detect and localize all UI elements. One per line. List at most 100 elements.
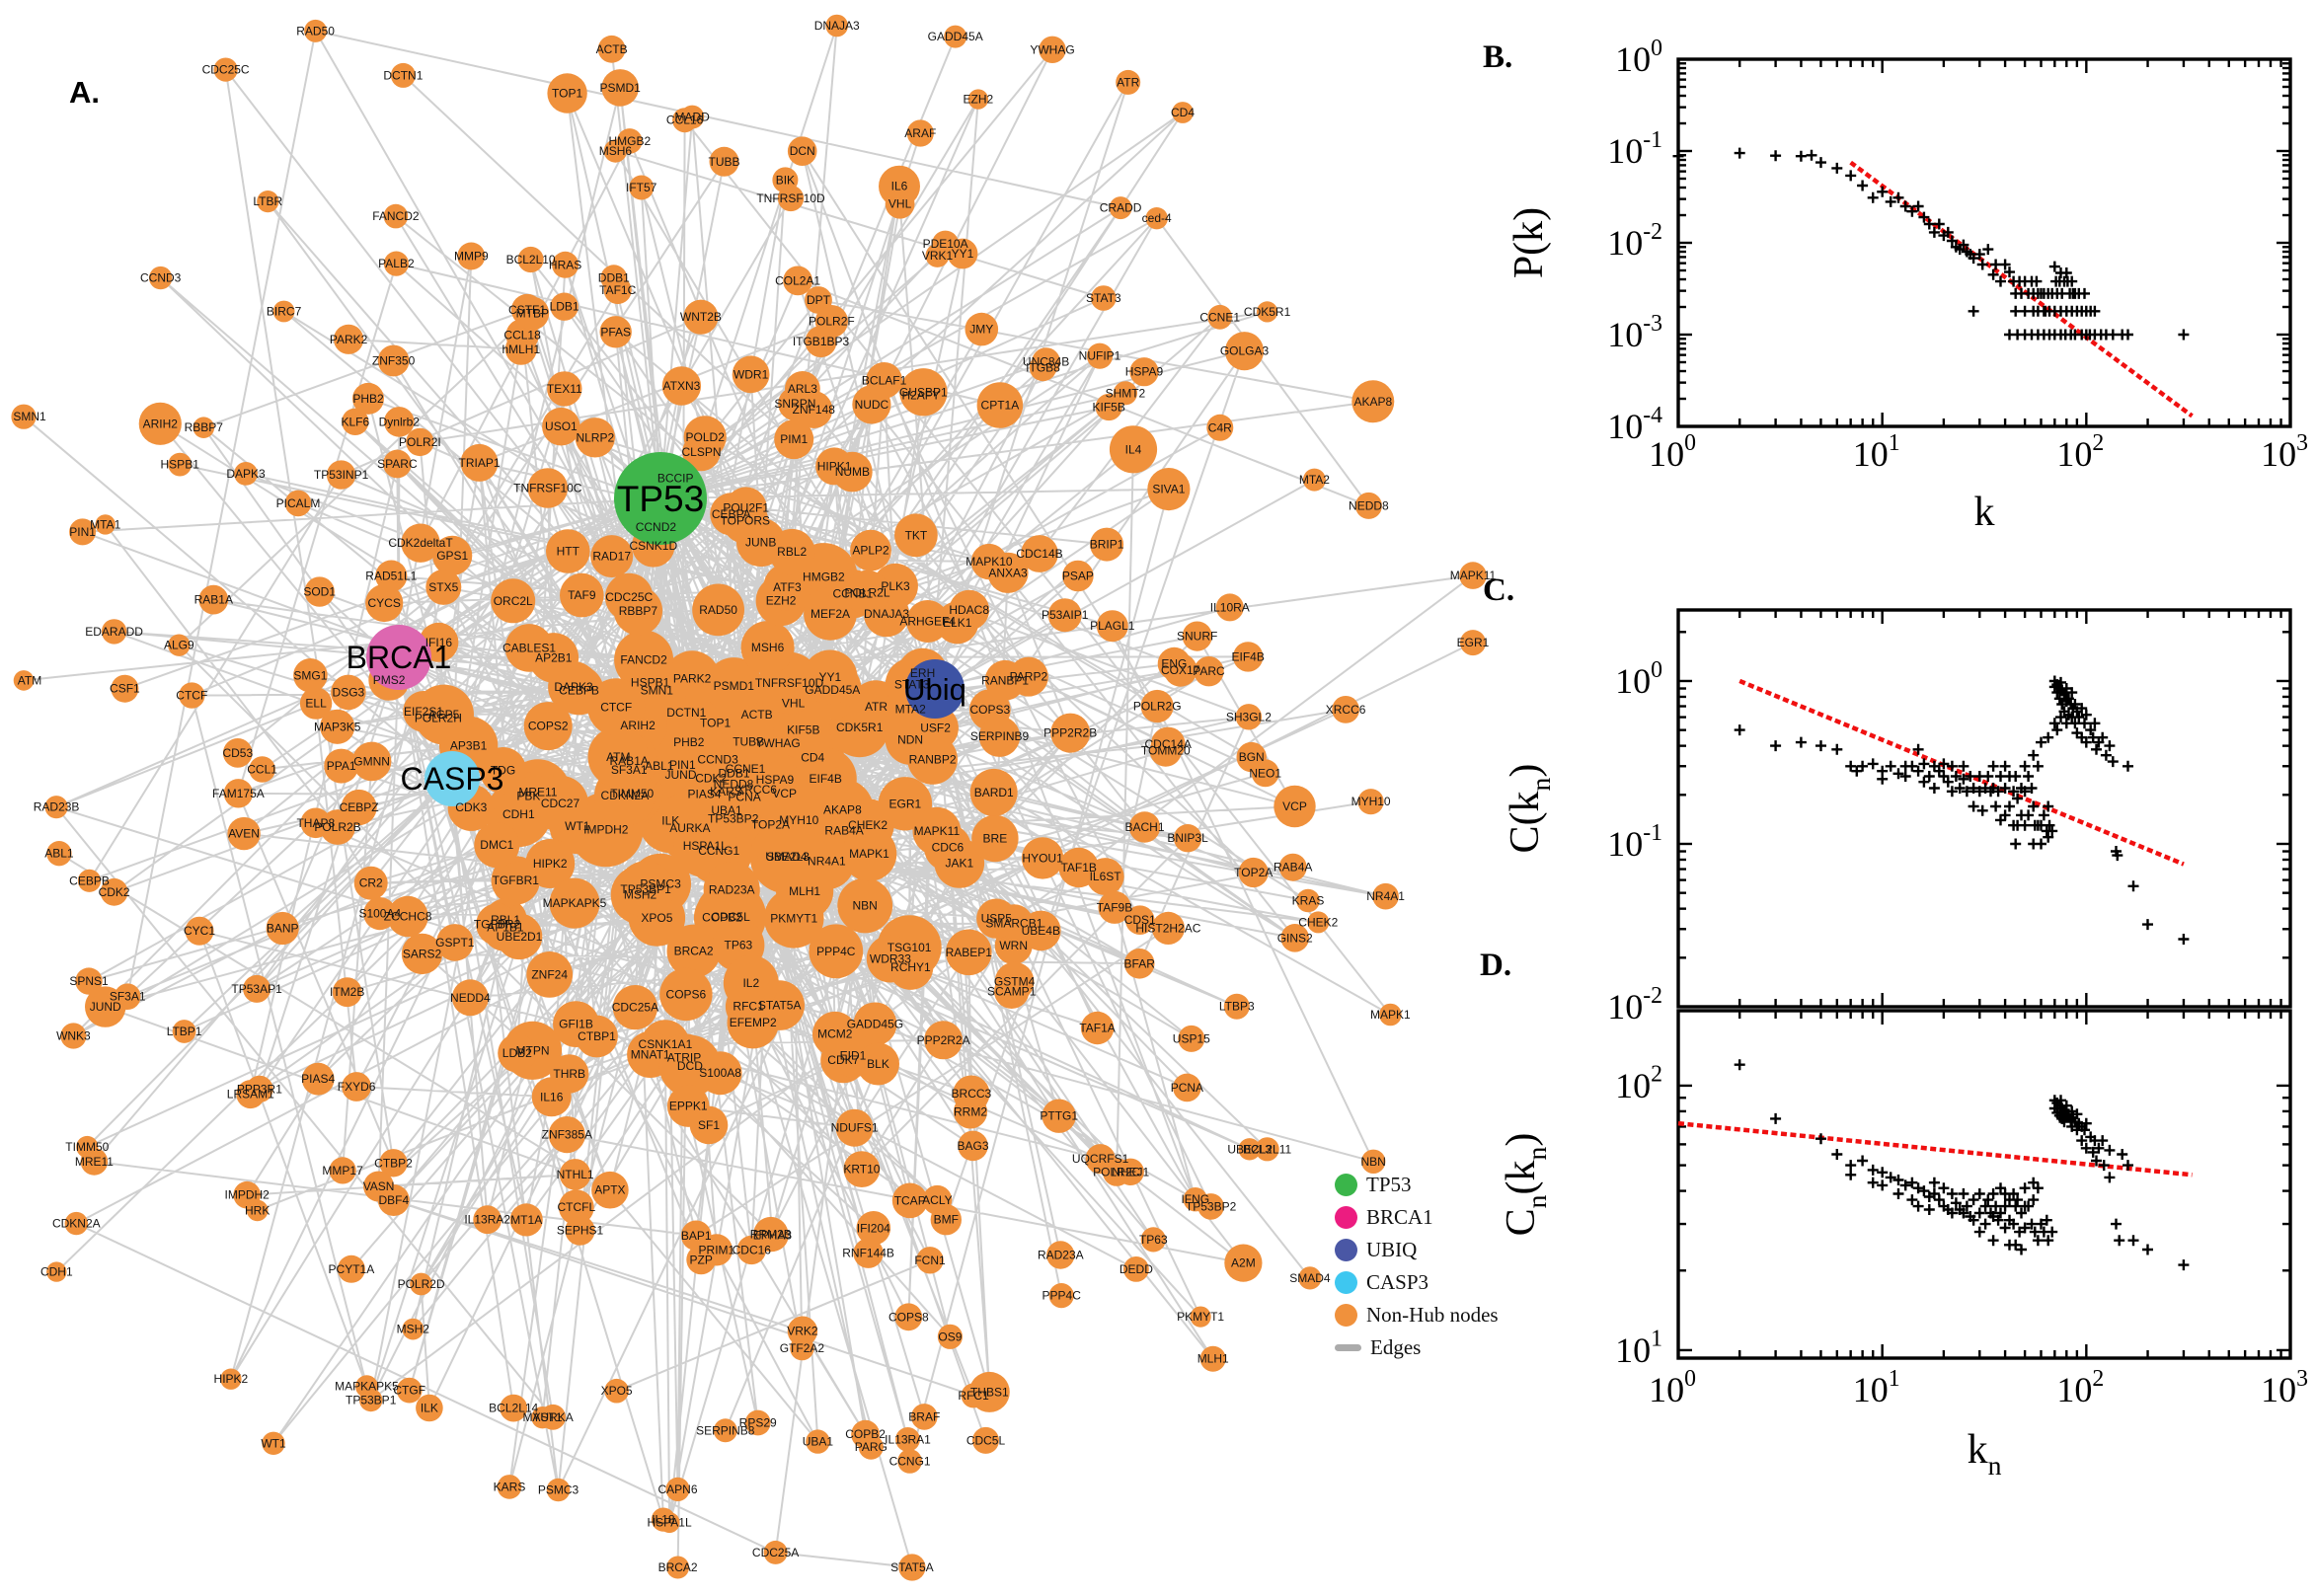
node-label: THAP8 [296,816,335,830]
node-label: RABEP1 [946,946,993,959]
node-label: CD4 [801,751,824,765]
node-label: NUFIP1 [1079,349,1121,363]
node-label: ARL3 [788,382,817,396]
non-hub-node [1062,560,1094,592]
node-label: PHB2 [673,735,705,749]
node-label: YY1 [952,247,974,261]
non-hub-node [617,861,674,918]
node-label: BCL2L10 [506,253,556,266]
non-hub-node [1123,949,1155,979]
non-hub-node [138,402,182,445]
non-hub-node [590,535,634,578]
non-hub-node [352,382,384,415]
node-label: XPO5 [601,1384,633,1398]
node-label: PLAGL1 [1090,619,1135,633]
non-hub-node [806,1429,830,1454]
non-hub-node [659,967,713,1022]
node-label: ILK [421,1402,438,1415]
non-hub-node [853,1002,897,1046]
legend-dot-casp3 [1335,1271,1357,1294]
axis-ticks [1676,1011,2292,1358]
non-hub-node [1459,562,1487,589]
non-hub-node [257,190,279,213]
non-hub-node [375,560,408,592]
non-hub-node [246,1075,273,1103]
node-label: PARP2 [1010,670,1048,684]
tick-label: 100 [1615,36,1662,79]
non-hub-node [1058,847,1099,888]
non-hub-node [416,1394,443,1422]
node-label: SF1 [698,1118,720,1132]
node-label: JAK1 [945,857,973,871]
node-label: CDC25C [202,63,250,77]
node-label: SCAMP1 [987,984,1037,998]
node-label: SARS2 [403,947,442,960]
hub-node-ubiq [905,659,965,719]
node-label: IFT57 [626,181,657,194]
node-label: UQCRFS1 [1072,1152,1129,1166]
node-label: MSH6 [751,641,785,654]
tick-label: 102 [2056,1366,2104,1409]
node-label: RAD50 [699,603,737,617]
node-label: PPP4C [1042,1289,1082,1303]
tick-label: 100 [1649,430,1696,474]
node-label: CDK2 [99,885,130,899]
node-label: SPNS1 [69,974,109,988]
node-label: COPB2 [845,1427,886,1441]
node-label: KLF6 [341,415,369,428]
non-hub-node [220,1368,242,1390]
node-label: IFI204 [857,1221,890,1235]
non-hub-node [383,449,412,479]
tick-label: 10-2 [1607,983,1662,1026]
node-label: FCN1 [914,1254,946,1267]
non-hub-node [866,362,902,399]
non-hub-node [866,935,915,983]
node-label: TUBB [733,734,764,748]
hub-node-brca1 [366,625,431,690]
node-label: RCHY1 [890,960,931,974]
non-hub-node [686,1245,717,1275]
hub-node-tp53 [614,452,707,545]
non-hub-node [403,691,444,732]
node-label: GOLGA3 [1220,344,1270,358]
non-hub-node [857,1042,899,1086]
non-hub-node [692,583,744,637]
node-label: WNT2B [680,310,722,324]
node-label: EDARADD [85,625,143,639]
non-hub-node [1255,1137,1279,1162]
node-label: MADD [675,111,711,124]
node-label: HRK [245,1203,270,1217]
node-label: DDB1 [598,271,630,285]
non-hub-node [856,1211,891,1246]
non-hub-node [740,621,795,675]
non-hub-node [304,19,328,42]
non-hub-node [953,1095,988,1129]
node-label: EGR1 [889,797,922,810]
node-label: DCD [677,1059,703,1073]
node-label: PPP2R2A [917,1033,970,1047]
non-hub-node [1116,69,1141,95]
node-label: BANP [267,922,299,936]
node-label: MMP9 [454,250,489,264]
node-label: UNC84B [1023,355,1069,369]
node-label: PIN1 [669,758,696,772]
node-label: CTCFL [557,1200,595,1214]
non-hub-node [262,1431,285,1456]
non-hub-node [337,1254,365,1283]
node-label: SMN1 [13,410,46,423]
non-hub-node [365,583,404,623]
node-label: AURKA [532,1410,573,1424]
node-label: SNURF [1177,630,1217,644]
node-label: BCLAF1 [862,373,907,387]
non-hub-node [517,246,544,273]
non-hub-node [783,266,812,296]
non-hub-node [944,25,967,48]
non-hub-node [725,487,767,529]
node-label: DNAJA3 [864,607,909,621]
non-hub-node [60,1023,87,1049]
non-hub-node [401,523,440,563]
node-label: CCNB1 [832,587,873,601]
non-hub-node [531,1077,572,1117]
non-hub-node [320,709,355,744]
scatter-points [1734,675,2190,945]
